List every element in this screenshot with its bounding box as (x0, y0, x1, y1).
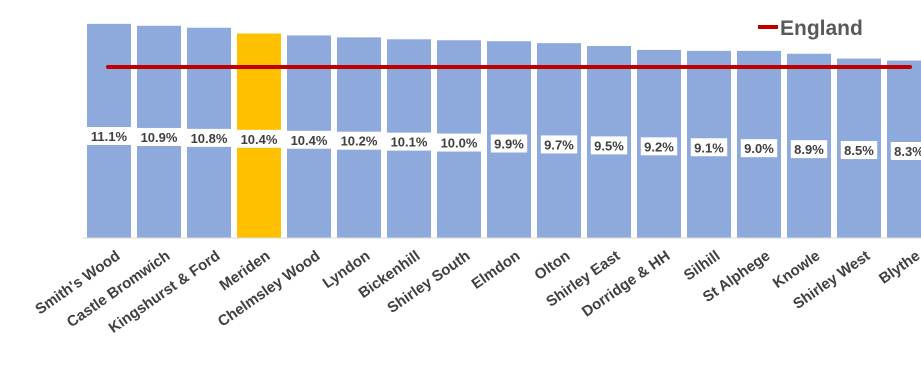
value-label-meriden: 10.4% (241, 132, 278, 147)
value-label-elmdon: 9.9% (494, 137, 524, 152)
value-label-bg-shirley-east (590, 136, 628, 155)
legend-label-england: England (780, 17, 863, 40)
value-label-bg-lyndon (337, 131, 381, 150)
value-label-bg-bickenhill (387, 132, 431, 151)
value-label-bg-meriden (237, 129, 281, 148)
value-label-blythe: 8.3% (894, 144, 921, 159)
value-label-bg-elmdon (490, 134, 528, 153)
legend: England (758, 17, 863, 40)
value-label-bickenhill: 10.1% (391, 135, 428, 150)
value-label-st-alphege: 9.0% (744, 141, 774, 156)
value-label-bg-chelmsley-wood (287, 130, 331, 149)
value-label-shirley-west: 8.5% (844, 143, 874, 158)
category-label-silhill: Silhill (681, 247, 724, 284)
value-labels-group: 11.1% 10.9% 10.8% 10.4% 10.4% 10.2% 10.1% 10.0%… (87, 127, 921, 160)
value-label-bg-castle-bromwich (137, 127, 181, 146)
category-label-olton: Olton (531, 247, 573, 283)
value-label-shirley-south: 10.0% (441, 136, 478, 151)
value-label-kingshurst-ford: 10.8% (191, 131, 228, 146)
value-label-bg-shirley-west (840, 141, 878, 160)
category-label-blythe: Blythe (876, 247, 921, 287)
value-label-shirley-east: 9.5% (594, 138, 624, 153)
value-label-smith-s-wood: 11.1% (91, 129, 128, 144)
value-label-bg-shirley-south (437, 133, 481, 152)
value-label-bg-kingshurst-ford (187, 128, 231, 147)
category-label-elmdon: Elmdon (468, 247, 523, 292)
value-label-knowle: 8.9% (794, 142, 824, 157)
value-label-lyndon: 10.2% (341, 134, 378, 149)
value-label-bg-silhill (690, 138, 728, 157)
value-label-bg-smith-s-wood (87, 127, 131, 145)
value-label-dorridge-hh: 9.2% (644, 139, 674, 154)
value-label-chelmsley-wood: 10.4% (291, 133, 328, 148)
value-label-castle-bromwich: 10.9% (141, 130, 178, 145)
value-label-bg-st-alphege (740, 139, 778, 158)
value-label-silhill: 9.1% (694, 140, 724, 155)
value-label-bg-olton (540, 135, 578, 154)
value-label-bg-knowle (790, 140, 828, 159)
value-label-bg-dorridge-hh (640, 137, 678, 156)
value-label-olton: 9.7% (544, 137, 574, 152)
value-label-bg-blythe (890, 142, 921, 160)
category-label-dorridge-hh: Dorridge & HH (579, 247, 673, 320)
